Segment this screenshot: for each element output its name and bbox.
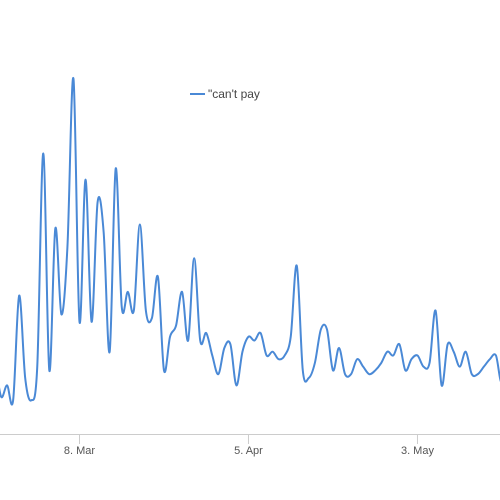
legend-label: "can't pay [208, 87, 260, 101]
x-tick-label: 3. May [401, 445, 435, 457]
x-tick-label: 8. Mar [64, 445, 96, 457]
legend[interactable]: "can't pay [190, 87, 260, 101]
x-tick-label: 5. Apr [234, 445, 263, 457]
x-axis-ticks: 8. Mar 5. Apr 3. May [64, 434, 435, 457]
series-line-cant-pay[interactable] [0, 77, 500, 406]
plot-area [0, 77, 500, 406]
